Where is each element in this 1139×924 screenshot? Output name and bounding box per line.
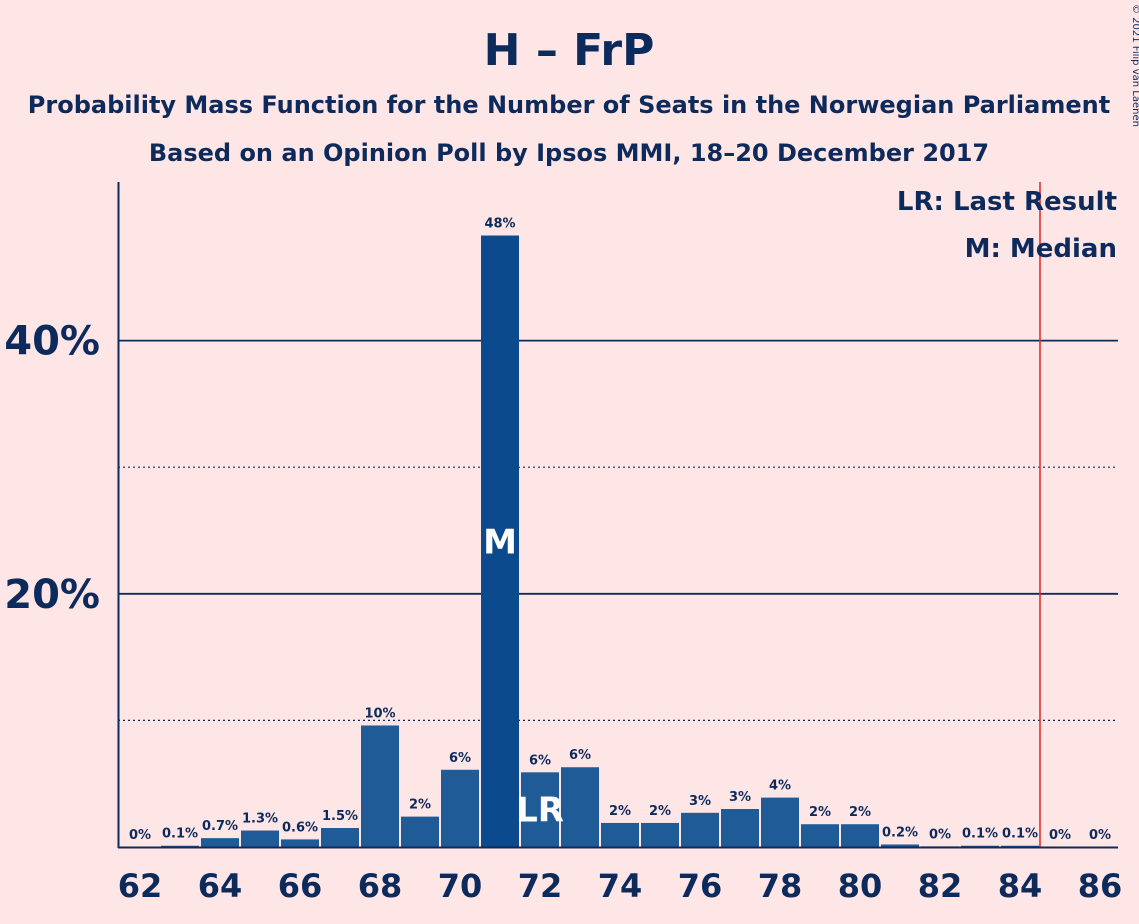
value-label-80: 2% (849, 805, 871, 820)
x-tick-labels: 62 64 66 68 70 72 74 76 78 80 82 84 86 (118, 867, 1123, 905)
bar-64 (201, 838, 239, 847)
bar-75 (641, 822, 679, 847)
bar-markers: M LR (483, 522, 564, 830)
value-label-64: 0.7% (202, 819, 238, 834)
bar-74 (601, 822, 639, 847)
value-label-68: 10% (364, 706, 395, 721)
bar-77 (721, 809, 759, 847)
value-label-66: 0.6% (282, 820, 318, 835)
y-tick-labels: 20% 40% (4, 319, 100, 618)
x-tick-label: 70 (438, 867, 483, 905)
x-tick-label: 82 (918, 867, 963, 905)
bar-79 (801, 824, 839, 847)
value-label-76: 3% (689, 794, 711, 809)
value-label-70: 6% (449, 751, 471, 766)
bar-71 (481, 235, 519, 848)
x-tick-label: 74 (598, 867, 643, 905)
value-label-63: 0.1% (162, 827, 198, 842)
y-tick-label: 40% (4, 319, 100, 365)
bar-73 (561, 767, 599, 847)
bar-65 (241, 830, 279, 847)
bar-80 (841, 824, 879, 847)
x-tick-label: 68 (358, 867, 403, 905)
x-tick-label: 78 (758, 867, 803, 905)
value-label-65: 1.3% (242, 812, 278, 827)
x-tick-label: 84 (998, 867, 1043, 905)
value-label-79: 2% (809, 805, 831, 820)
last-result-marker: LR (516, 791, 564, 831)
value-label-77: 3% (729, 790, 751, 805)
value-label-62: 0% (129, 828, 151, 843)
chart-subtitle-line-2: Based on an Opinion Poll by Ipsos MMI, 1… (149, 139, 989, 167)
chart-title: H – FrP (484, 25, 655, 76)
legend-median: M: Median (965, 234, 1117, 264)
bar-67 (321, 828, 359, 847)
x-tick-label: 66 (278, 867, 323, 905)
x-tick-label: 64 (198, 867, 243, 905)
value-label-69: 2% (409, 798, 431, 813)
bar-81 (881, 844, 919, 847)
chart-subtitle-line-1: Probability Mass Function for the Number… (28, 91, 1110, 119)
value-label-85: 0% (1049, 828, 1071, 843)
value-labels: 0% 0.1% 0.7% 1.3% 0.6% 1.5% 10% 2% 6% 48% 6% 6% 2% 2%… (129, 217, 1111, 843)
x-tick-label: 76 (678, 867, 723, 905)
bar-72 (521, 772, 559, 847)
bar-76 (681, 812, 719, 847)
median-marker: M (483, 522, 517, 562)
grid (118, 339, 1118, 722)
value-label-86: 0% (1089, 828, 1111, 843)
bar-83 (961, 845, 999, 847)
value-label-82: 0% (929, 827, 951, 842)
bar-70 (441, 769, 479, 847)
value-label-75: 2% (649, 804, 671, 819)
bar-78 (761, 797, 799, 847)
value-label-81: 0.2% (882, 825, 918, 840)
value-label-72: 6% (529, 753, 551, 768)
bar-66 (281, 839, 319, 847)
value-label-67: 1.5% (322, 809, 358, 824)
y-tick-label: 20% (4, 572, 100, 618)
x-tick-label: 80 (838, 867, 883, 905)
bar-63 (161, 845, 199, 847)
legend-last-result: LR: Last Result (897, 187, 1117, 217)
value-label-71: 48% (484, 217, 515, 232)
bars (161, 235, 1039, 848)
copyright-text: © 2021 Filip van Laenen (1130, 4, 1139, 127)
value-label-83: 0.1% (962, 827, 998, 842)
x-tick-label: 72 (518, 867, 563, 905)
bar-84 (1001, 845, 1039, 847)
bar-68 (361, 725, 399, 847)
x-tick-label: 86 (1078, 867, 1123, 905)
bar-69 (401, 816, 439, 847)
value-label-73: 6% (569, 748, 591, 763)
value-label-84: 0.1% (1002, 827, 1038, 842)
value-label-74: 2% (609, 804, 631, 819)
x-tick-label: 62 (118, 867, 163, 905)
value-label-78: 4% (769, 779, 791, 794)
